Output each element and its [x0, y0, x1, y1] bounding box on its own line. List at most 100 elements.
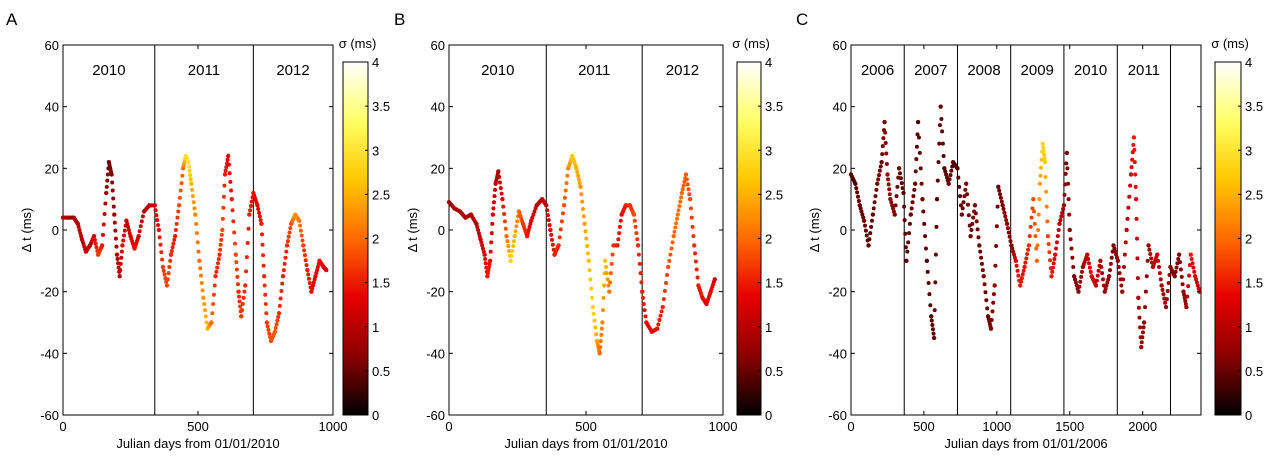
y-axis-label: Δ t (ms)	[405, 208, 420, 253]
data-point	[983, 290, 988, 295]
data-point	[642, 308, 647, 313]
data-point	[257, 210, 262, 215]
data-point	[1073, 280, 1078, 285]
data-point	[474, 221, 479, 227]
data-point	[1147, 247, 1152, 252]
data-point	[1062, 192, 1067, 197]
data-point	[247, 212, 252, 217]
data-point	[160, 264, 166, 270]
data-point	[236, 289, 241, 294]
data-point	[1049, 274, 1054, 279]
data-point	[209, 320, 214, 325]
data-point	[1133, 172, 1138, 177]
data-point	[556, 243, 561, 248]
data-point	[858, 206, 863, 211]
data-point	[600, 320, 605, 325]
data-point	[256, 207, 261, 212]
data-point	[918, 166, 923, 171]
data-point	[689, 215, 694, 220]
data-point	[497, 174, 502, 179]
data-point	[276, 314, 281, 319]
data-point	[113, 236, 118, 241]
data-point	[606, 283, 611, 288]
data-point	[511, 239, 516, 244]
colorbar-tick-label: 1	[1245, 320, 1252, 335]
data-point	[955, 166, 960, 171]
year-label: 2011	[188, 62, 220, 79]
data-point	[93, 241, 98, 246]
data-point	[200, 288, 205, 293]
x-tick-label: 0	[847, 419, 854, 434]
colorbar-tick-label: 3.5	[372, 99, 390, 114]
data-point	[114, 252, 120, 257]
data-point	[610, 252, 615, 257]
data-point	[216, 256, 221, 261]
data-point	[1184, 304, 1189, 310]
data-point	[210, 311, 215, 316]
data-point	[881, 136, 886, 141]
data-point	[1055, 234, 1060, 239]
data-point	[949, 168, 954, 173]
data-point	[1034, 258, 1040, 264]
data-point	[632, 218, 637, 223]
data-point	[1028, 224, 1033, 229]
data-point	[1178, 267, 1183, 272]
data-point	[189, 181, 194, 186]
data-point	[682, 179, 687, 184]
data-point	[162, 272, 167, 277]
colorbar	[342, 61, 369, 416]
year-label: 2011	[1128, 62, 1160, 79]
data-point	[1100, 271, 1105, 276]
data-point	[1061, 203, 1067, 208]
data-point	[1042, 156, 1047, 161]
data-point	[1143, 289, 1148, 294]
data-point	[1066, 181, 1070, 186]
data-point	[1131, 142, 1136, 147]
data-point	[1069, 246, 1074, 251]
data-point	[994, 244, 999, 249]
data-point	[674, 221, 679, 226]
data-point	[940, 129, 945, 134]
data-point	[902, 204, 907, 209]
data-point	[899, 181, 904, 186]
data-point	[985, 306, 990, 311]
data-point	[992, 283, 997, 288]
data-point	[1047, 250, 1052, 255]
data-point	[971, 215, 976, 220]
data-point	[911, 194, 916, 199]
data-point	[617, 224, 622, 229]
data-point	[508, 258, 513, 264]
data-point	[876, 177, 881, 182]
data-point	[1186, 284, 1191, 289]
data-point	[196, 249, 201, 254]
data-point	[898, 176, 903, 181]
data-point	[479, 240, 484, 245]
data-point	[257, 214, 262, 219]
data-point	[999, 199, 1004, 204]
data-point	[1098, 258, 1103, 264]
data-point	[284, 249, 289, 254]
data-point	[288, 226, 293, 231]
y-tick-label: 20	[833, 161, 847, 176]
data-point	[1140, 330, 1145, 335]
colorbar-tick-label: 2.5	[372, 187, 390, 202]
data-point	[912, 187, 917, 192]
data-point	[279, 289, 284, 294]
data-point	[1195, 283, 1200, 288]
data-point	[670, 240, 675, 245]
data-point	[960, 206, 965, 211]
data-point	[192, 206, 197, 211]
y-tick-label: -60	[40, 408, 59, 423]
data-point	[853, 181, 858, 186]
data-point	[302, 253, 307, 258]
data-point	[1183, 298, 1188, 303]
data-point	[997, 188, 1002, 193]
data-point	[1085, 252, 1090, 257]
data-point	[324, 267, 329, 273]
data-point	[303, 258, 308, 263]
data-point	[577, 181, 582, 186]
data-point	[906, 240, 911, 245]
data-point	[669, 246, 674, 251]
data-point	[1059, 214, 1064, 219]
data-point	[507, 248, 512, 253]
